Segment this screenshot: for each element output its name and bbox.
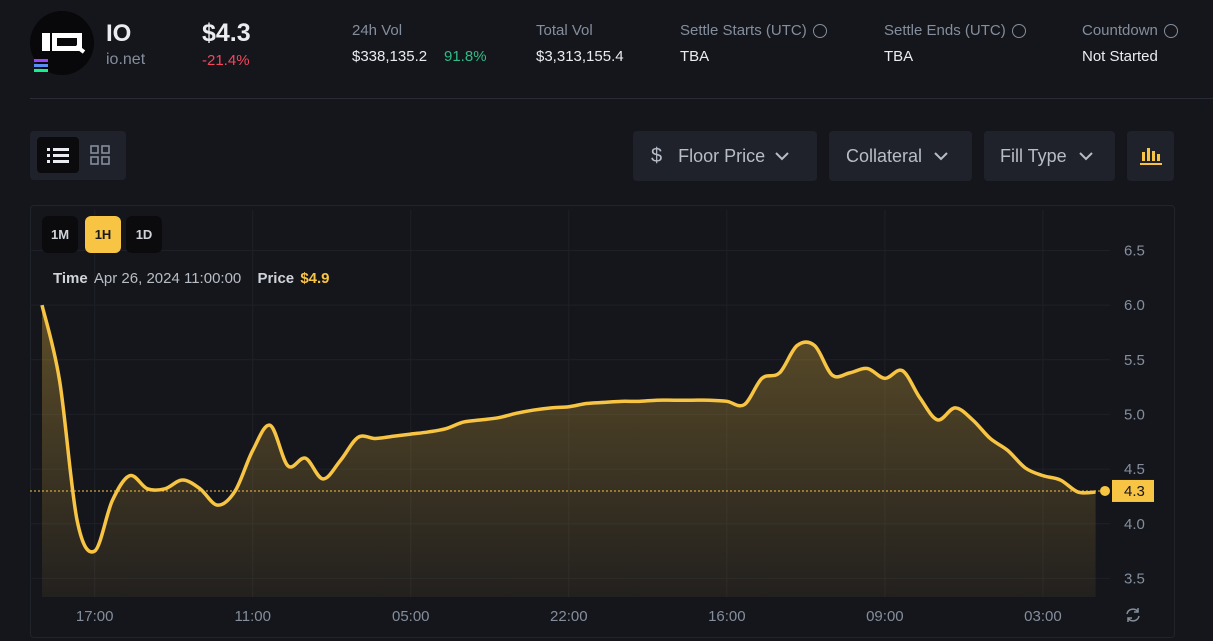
stat-label: Countdown [1082, 22, 1178, 39]
candle-icon [1139, 148, 1162, 165]
price-tag [1112, 479, 1154, 502]
fill-type-dropdown[interactable]: Fill Type [984, 131, 1115, 181]
chart-type-button[interactable] [1127, 131, 1174, 181]
interval-button[interactable]: 1M [42, 216, 78, 253]
stat-label: 24h Vol [352, 22, 403, 39]
chevron [775, 152, 789, 161]
x-tick-label: 17:00 [76, 608, 114, 625]
info-icon [1011, 24, 1026, 39]
x-tick-label: 05:00 [392, 608, 430, 625]
symbol: IO [106, 20, 132, 47]
price-tag-label: 4.3 [1124, 483, 1145, 500]
stat-label: Settle Starts (UTC) [680, 22, 827, 39]
y-tick-label: 5.5 [1124, 352, 1145, 369]
list-view-button[interactable] [37, 137, 79, 173]
token-name: io.net [106, 51, 146, 68]
dropdown-label: Floor Price [678, 145, 766, 166]
chevron [934, 152, 948, 161]
dropdown-label: Fill Type [1000, 145, 1067, 166]
stat-label: Settle Ends (UTC) [884, 22, 1026, 39]
stat-value: TBA [680, 48, 710, 65]
price-label: Price [257, 270, 295, 287]
divider [30, 98, 1213, 99]
interval-button[interactable]: 1H [85, 216, 121, 253]
last-point [1100, 485, 1110, 496]
stat-value: Not Started [1082, 48, 1158, 65]
info-icon [812, 24, 827, 39]
chevron [1078, 152, 1093, 161]
logo [30, 11, 94, 75]
floor-price-dropdown[interactable]: $ Floor Price [633, 131, 817, 181]
x-tick-label: 09:00 [866, 608, 904, 625]
stat-label: Total Vol [536, 22, 593, 39]
price-change: -21.4% [202, 52, 250, 69]
interval-button[interactable]: 1D [126, 216, 162, 253]
x-tick-label: 22:00 [550, 608, 588, 625]
price: $4.3 [202, 19, 251, 47]
refresh-button[interactable] [1124, 606, 1142, 624]
price-line [40, 304, 1096, 554]
x-tick-label: 16:00 [708, 608, 746, 625]
price-value: $4.9 [300, 270, 330, 287]
y-tick-label: 6.5 [1124, 242, 1145, 259]
y-tick-label: 5.0 [1124, 406, 1145, 423]
stat-value: $3,313,155.4 [536, 48, 624, 65]
collateral-dropdown[interactable]: Collateral [829, 131, 972, 181]
x-tick-label: 03:00 [1024, 608, 1062, 625]
y-tick-label: 4.0 [1124, 516, 1145, 533]
y-tick-label: 6.0 [1124, 297, 1145, 314]
tooltip: Time Apr 26, 2024 11:00:00 Price $4.9 [53, 270, 330, 287]
dropdown-label: Collateral [846, 145, 923, 166]
stat-extra: 91.8% [444, 48, 487, 65]
y-tick-label: 4.5 [1124, 461, 1145, 478]
price-area [42, 305, 1096, 597]
info-icon [1163, 24, 1178, 39]
dollar-icon: $ [651, 144, 663, 167]
x-tick-label: 11:00 [235, 608, 271, 625]
view-toggle [30, 131, 126, 180]
list-icon [47, 148, 69, 163]
stat-value: TBA [884, 48, 914, 65]
chart-panel [30, 205, 1175, 638]
stat-value: $338,135.2 [352, 48, 428, 65]
y-tick-label: 3.5 [1124, 570, 1145, 587]
time-label: Time [53, 270, 88, 287]
grid-view-button[interactable] [88, 143, 112, 167]
time-value: Apr 26, 2024 11:00:00 [93, 270, 242, 287]
